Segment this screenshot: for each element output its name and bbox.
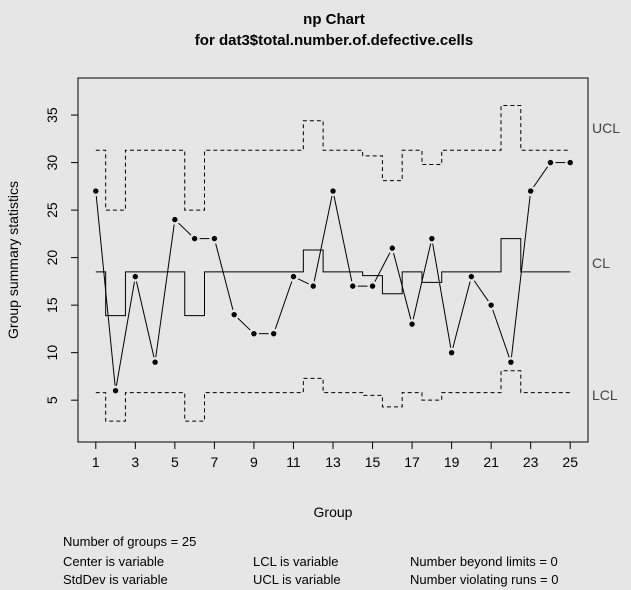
series-segment	[533, 166, 549, 188]
data-point	[409, 321, 415, 327]
data-point	[350, 283, 356, 289]
data-point	[172, 216, 178, 223]
x-tick-label: 21	[483, 454, 499, 470]
cl-label: CL	[592, 255, 610, 271]
series-segment	[313, 195, 333, 282]
x-tick-label: 13	[325, 454, 341, 470]
data-point	[93, 188, 99, 194]
stats-ucl: UCL is variable	[253, 572, 341, 587]
data-series	[93, 159, 573, 394]
ucl-line	[95, 105, 571, 211]
data-point	[389, 245, 396, 251]
lcl-label: LCL	[592, 387, 618, 403]
series-segment	[237, 317, 251, 331]
series-segment	[115, 281, 135, 386]
series-segment	[452, 281, 471, 348]
stats-stddev: StdDev is variable	[63, 572, 168, 587]
series-segment	[274, 281, 293, 330]
x-tick-label: 9	[250, 454, 258, 470]
series-segment	[374, 252, 391, 282]
np-chart: np Chart for dat3$total.number.of.defect…	[5, 11, 620, 520]
series-segment	[473, 280, 489, 302]
series-segment	[393, 252, 412, 320]
series-segment	[432, 243, 452, 348]
x-axis: 1 3 5 7 9 11 13 15 17 19 21 23 25	[92, 441, 578, 470]
stats-number-of-groups: Number of groups = 25	[63, 534, 197, 549]
series-segment	[178, 222, 192, 236]
series-segment	[297, 278, 309, 285]
data-point	[152, 359, 158, 365]
stats-violating-runs: Number violating runs = 0	[410, 572, 559, 587]
y-tick-label: 20	[44, 250, 60, 266]
data-point	[369, 283, 376, 289]
data-point	[468, 273, 475, 280]
control-limits	[95, 105, 571, 422]
series-segment	[155, 224, 175, 358]
x-tick-label: 25	[562, 454, 578, 470]
data-point	[567, 159, 573, 166]
x-tick-label: 23	[523, 454, 539, 470]
data-point	[330, 188, 336, 194]
series-segment	[215, 243, 234, 310]
x-tick-label: 5	[171, 454, 179, 470]
x-tick-label: 17	[404, 454, 420, 470]
x-tick-label: 15	[365, 454, 381, 470]
lcl-line	[95, 370, 571, 422]
stats-lcl: LCL is variable	[253, 554, 339, 569]
data-point	[429, 235, 435, 242]
data-point	[132, 273, 139, 280]
data-point	[527, 188, 534, 194]
series-segment	[95, 196, 116, 386]
x-axis-label: Group	[314, 504, 353, 520]
y-axis: 5 10 15 20 25 30 35	[44, 107, 79, 404]
data-point	[270, 330, 277, 337]
data-point	[310, 283, 316, 289]
chart-subtitle: for dat3$total.number.of.defective.cells	[195, 32, 473, 49]
series-segment	[492, 309, 510, 358]
y-tick-label: 30	[44, 155, 60, 171]
y-tick-label: 35	[44, 107, 60, 123]
data-point	[211, 235, 218, 242]
y-tick-label: 10	[44, 345, 60, 361]
x-tick-label: 7	[210, 454, 218, 470]
x-tick-label: 1	[92, 454, 100, 470]
data-point	[290, 273, 297, 280]
stats-center: Center is variable	[63, 554, 165, 569]
y-tick-label: 15	[44, 297, 60, 313]
series-segment	[135, 281, 155, 358]
y-tick-label: 25	[44, 202, 60, 218]
data-point	[191, 235, 198, 242]
plot-frame	[77, 77, 589, 443]
data-point	[547, 159, 554, 166]
data-point	[508, 359, 514, 365]
data-point	[251, 330, 257, 337]
data-point	[112, 387, 119, 394]
series-segment	[412, 243, 432, 320]
data-point	[231, 311, 237, 318]
center-line	[95, 238, 571, 317]
y-tick-label: 5	[44, 396, 60, 404]
data-point	[488, 302, 494, 308]
stats-beyond-limits: Number beyond limits = 0	[410, 554, 558, 569]
chart-title: np Chart	[303, 11, 365, 28]
x-tick-label: 19	[444, 454, 460, 470]
data-point	[448, 349, 455, 356]
ucl-label: UCL	[592, 120, 620, 136]
x-tick-label: 11	[286, 454, 301, 470]
series-segment	[510, 196, 531, 358]
y-axis-label: Group summary statistics	[5, 181, 21, 339]
series-segment	[333, 195, 353, 282]
x-tick-label: 3	[131, 454, 139, 470]
